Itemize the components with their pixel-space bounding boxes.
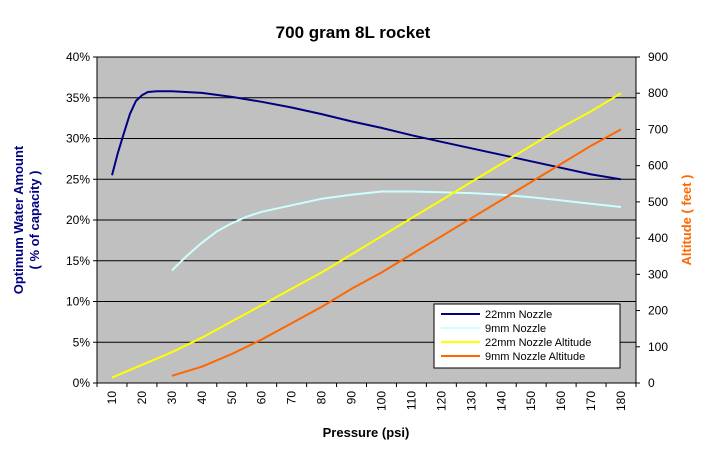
right-tick-label: 500 [648,195,668,209]
x-tick-label: 100 [374,391,388,411]
x-tick-label: 40 [195,391,209,405]
left-tick-label: 20% [66,213,90,227]
x-tick-label: 90 [345,391,359,405]
left-tick-label: 10% [66,295,90,309]
x-tick-label: 110 [404,391,418,410]
right-tick-label: 900 [648,50,668,64]
right-tick-label: 100 [648,340,668,354]
x-tick-label: 10 [105,391,119,405]
x-axis-title: Pressure (psi) [323,425,410,440]
series-line-22mm-nozzle [111,90,622,181]
left-tick-label: 15% [66,254,90,268]
left-tick-label: 40% [66,50,90,64]
series-line-9mm-nozzle [171,190,622,272]
x-tick-label: 160 [554,391,568,411]
x-tick-label: 20 [135,391,149,405]
x-tick-label: 170 [584,391,598,411]
left-tick-label: 25% [66,172,90,186]
series-line-22mm-nozzle-altitude [111,92,622,379]
legend-items: 22mm Nozzle 9mm Nozzle 22mm Nozzle Altitud… [441,309,591,363]
series-lines [111,90,622,379]
chart-title: 700 gram 8L rocket [276,23,431,42]
series-line-9mm-nozzle-altitude [171,128,622,377]
right-axis-title: Altitude ( feet ) [679,175,694,266]
legend-label-22mm-nozzle: 22mm Nozzle [485,309,552,321]
x-tick-label: 140 [494,391,508,411]
gridlines [97,56,636,343]
left-tick-label: 0% [73,376,91,390]
axis-ticks: 0% 5% 10% 15% 20% 25% 30% 35% 40% 0 100 200 300 400 50… [66,50,668,411]
x-tick-label: 70 [285,391,299,405]
legend-label-9mm-nozzle-altitude: 9mm Nozzle Altitude [485,351,585,363]
legend: 22mm Nozzle 9mm Nozzle 22mm Nozzle Altitud… [433,303,621,369]
right-tick-label: 800 [648,86,668,100]
left-axis-title-line1: Optimum Water Amount [11,145,26,294]
right-tick-label: 400 [648,231,668,245]
x-tick-label: 120 [434,391,448,411]
x-tick-label: 80 [315,391,329,405]
left-tick-label: 30% [66,132,90,146]
legend-label-22mm-nozzle-altitude: 22mm Nozzle Altitude [485,337,591,349]
left-tick-label: 35% [66,91,90,105]
right-tick-label: 700 [648,122,668,136]
x-tick-label: 50 [225,391,239,405]
right-tick-label: 600 [648,159,668,173]
right-tick-label: 300 [648,267,668,281]
x-tick-label: 180 [614,391,628,411]
left-tick-label: 5% [73,335,91,349]
x-tick-label: 30 [165,391,179,405]
right-tick-label: 200 [648,304,668,318]
left-axis-title-line2: ( % of capacity ) [27,171,42,270]
right-tick-label: 0 [648,376,655,390]
x-tick-label: 150 [524,391,538,411]
legend-label-9mm-nozzle: 9mm Nozzle [485,323,546,335]
x-tick-label: 130 [464,391,478,411]
x-tick-label: 60 [255,391,269,405]
